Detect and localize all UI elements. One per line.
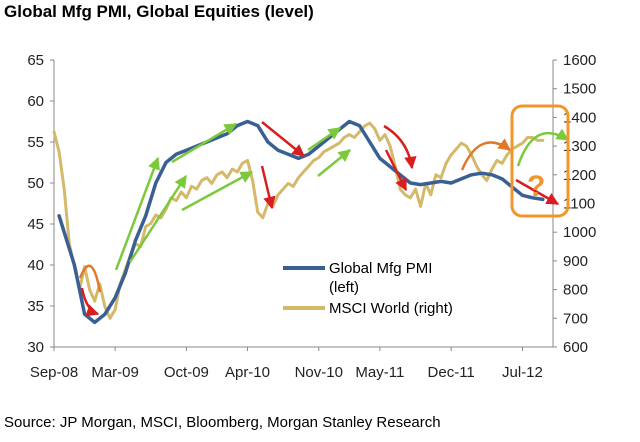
y-left-tick-label: 35 (27, 298, 44, 315)
green-arrow-annotation (128, 174, 188, 263)
red-arrow-annotation (80, 287, 100, 317)
y-right-tick-label: 800 (563, 282, 588, 299)
x-tick-label: Jul-12 (502, 364, 543, 381)
y-left-tick-label: 65 (27, 52, 44, 69)
y-right-tick-label: 700 (563, 310, 588, 327)
x-tick-label: May-11 (355, 364, 404, 381)
question-mark-annotation: ? (527, 170, 545, 203)
green-arrow-annotation (181, 170, 254, 212)
source-note: Source: JP Morgan, MSCI, Bloomberg, Morg… (4, 414, 441, 431)
chart-title: Global Mfg PMI, Global Equities (level) (4, 2, 314, 21)
green-arrow-annotation (516, 128, 570, 167)
red-arrow-annotation (515, 178, 560, 206)
y-right-tick-label: 600 (563, 339, 588, 356)
green-arrow-annotation (114, 156, 160, 271)
y-left-tick-label: 40 (27, 257, 44, 274)
y-left-tick-label: 30 (27, 339, 44, 356)
green-arrow-annotation (317, 149, 351, 177)
y-right-tick-label: 1100 (563, 196, 595, 213)
legend-label-pmi: Global Mfg PMI (329, 260, 432, 277)
orange-curve-annotation (78, 264, 102, 293)
y-right-tick-label: 1600 (563, 52, 596, 69)
red-arrow-annotation (384, 149, 408, 192)
y-left-tick-label: 50 (27, 175, 44, 192)
y-right-tick-label: 1400 (563, 109, 596, 126)
legend-label-pmi-axis: (left) (329, 279, 359, 296)
x-tick-label: Nov-10 (295, 364, 343, 381)
y-right-tick-label: 1000 (563, 224, 596, 241)
x-tick-label: Mar-09 (91, 364, 139, 381)
x-tick-label: Apr-10 (225, 364, 270, 381)
legend: Global Mfg PMI (left) MSCI World (right) (283, 260, 453, 317)
y-left-tick-label: 55 (27, 134, 44, 151)
green-arrow-annotation (171, 122, 238, 164)
y-right-tick-label: 1500 (563, 81, 596, 98)
x-tick-label: Dec-11 (428, 364, 475, 381)
red-arrow-annotation (260, 165, 276, 210)
green-arrow-annotation (307, 126, 342, 152)
legend-label-msci: MSCI World (right) (329, 300, 453, 317)
y-right-tick-label: 1200 (563, 167, 596, 184)
x-tick-label: Sep-08 (30, 364, 78, 381)
orange-arrow-annotation (460, 138, 512, 171)
y-left-tick-label: 45 (27, 216, 44, 233)
highlight-box (510, 104, 570, 218)
red-arrow-annotation (261, 121, 305, 157)
red-arrow-annotation (383, 124, 417, 170)
y-right-tick-label: 900 (563, 253, 588, 270)
x-tick-label: Oct-09 (164, 364, 209, 381)
y-left-tick-label: 60 (27, 93, 44, 110)
y-right-tick-label: 1300 (563, 138, 596, 155)
series-line-pmi (57, 119, 545, 325)
